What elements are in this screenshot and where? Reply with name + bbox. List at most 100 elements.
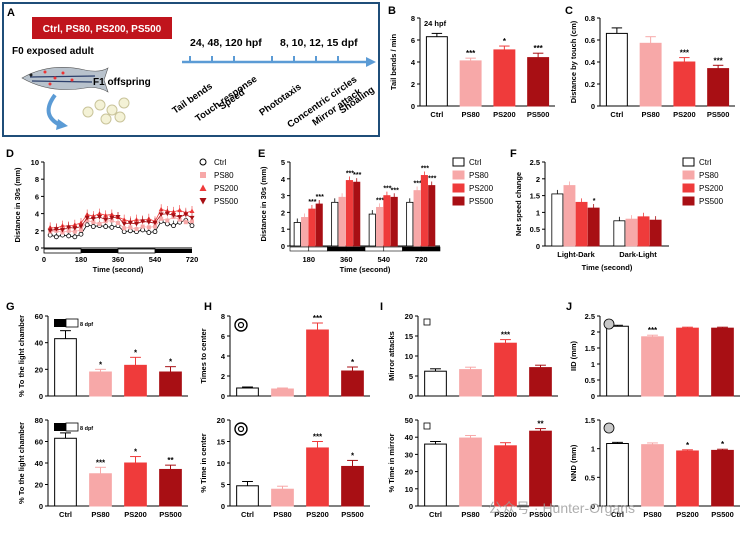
data-point [78, 231, 84, 237]
data-point [134, 227, 139, 232]
panel-label-i: I [380, 301, 383, 313]
significance-label: *** [316, 194, 324, 201]
bar [236, 387, 259, 397]
significance-label: * [351, 358, 355, 367]
significance-label: *** [533, 44, 543, 53]
bar [529, 430, 552, 507]
data-point [72, 226, 78, 231]
bar [331, 201, 339, 247]
chart-title: 24 hpf [424, 19, 447, 28]
bar [641, 336, 664, 397]
x-tick-label: PS200 [306, 510, 329, 519]
y-tick-label: 5 [281, 158, 285, 167]
y-axis-label: NND (mm) [569, 444, 578, 481]
significance-label: *** [680, 49, 690, 58]
y-axis-label: Distance in 30s (mm) [259, 166, 268, 242]
y-tick-label: 60 [35, 312, 43, 321]
panel-label-j: J [566, 301, 572, 313]
panel-label-e: E [258, 148, 265, 160]
x-tick-label: 540 [149, 255, 162, 264]
y-axis-label: Net speed change [514, 172, 523, 236]
panel-label-c: C [565, 5, 573, 17]
data-point [90, 216, 96, 222]
legend-swatch [682, 157, 695, 167]
y-axis-label: Times to center [199, 328, 208, 383]
bar [306, 447, 329, 507]
y-tick-label: 20 [35, 481, 43, 490]
panel-labels: B C D E F G H I J [6, 5, 573, 313]
y-tick-label: 15 [217, 438, 225, 447]
y-axis-label: Distance in 30s (mm) [13, 167, 22, 243]
bar [159, 468, 182, 507]
y-tick-label: 8 [411, 14, 415, 23]
significance-label: *** [96, 458, 106, 467]
y-tick-label: 2 [411, 80, 415, 89]
data-point [164, 221, 170, 227]
hpf-label: 24, 48, 120 hpf [190, 37, 262, 49]
chart-j2: 0 0.5 1 1.5 NND (mm) Ctrl PS80 * PS200 * PS500 [569, 416, 740, 519]
significance-label: * [721, 440, 725, 449]
data-point [53, 227, 59, 232]
data-point [97, 221, 102, 226]
inset-label: 8 dpf [80, 426, 93, 432]
legend-label: PS500 [214, 197, 239, 206]
y-tick-label: 0 [536, 242, 540, 251]
data-point [103, 217, 109, 223]
legend-marker [200, 172, 206, 178]
data-point [103, 224, 109, 229]
x-tick-label: 720 [186, 255, 199, 264]
x-tick-label: PS200 [494, 510, 517, 519]
data-point [127, 221, 133, 226]
legend-marker [199, 198, 207, 205]
offspring-label: F1 offspring [93, 77, 151, 88]
y-tick-label: 0 [221, 392, 225, 401]
y-tick-label: 10 [217, 459, 225, 468]
x-tick-label: PS500 [529, 510, 552, 519]
bar [459, 60, 482, 107]
y-tick-label: 40 [405, 433, 413, 442]
y-tick-label: 40 [35, 459, 43, 468]
mirror-tank-icon [423, 318, 431, 326]
y-tick-label: 0.5 [585, 376, 595, 385]
x-tick-label: PS500 [527, 110, 550, 119]
x-tick-label: 720 [415, 255, 428, 264]
bar [383, 195, 391, 247]
y-tick-label: 20 [405, 468, 413, 477]
bar [459, 369, 482, 397]
light-period [289, 246, 310, 252]
bar [301, 217, 309, 247]
bar [641, 444, 664, 507]
legend-swatch [452, 196, 465, 206]
light-period [117, 248, 156, 254]
chart-f: 0 0.5 1 1.5 2 2.5 Net speed change * Light-Dark D… [514, 157, 724, 272]
y-tick-label: 2.5 [530, 158, 540, 167]
data-point [72, 234, 78, 240]
data-point [90, 224, 96, 229]
significance-label: * [134, 348, 138, 357]
bar [345, 180, 353, 247]
bar [563, 185, 576, 247]
legend-swatch [452, 183, 465, 193]
data-point [146, 225, 151, 230]
y-tick-label: 6 [221, 332, 225, 341]
data-point [183, 212, 189, 217]
series-line-ctrl [50, 220, 193, 238]
dark-chamber-icon [54, 423, 66, 431]
y-tick-label: 0 [591, 502, 595, 511]
y-tick-label: 5 [409, 372, 413, 381]
data-point [171, 213, 176, 218]
data-point [171, 223, 176, 229]
data-point [109, 215, 115, 221]
data-point [190, 219, 194, 224]
legend-label: PS500 [469, 197, 494, 206]
y-axis-label: % Time in center [199, 433, 208, 493]
y-tick-label: 0 [409, 392, 413, 401]
timeline-ticks [189, 56, 339, 62]
y-tick-label: 0 [411, 102, 415, 111]
significance-label: * [503, 37, 507, 46]
data-point [177, 215, 183, 220]
bar [390, 196, 398, 247]
x-tick-label: PS500 [711, 510, 734, 519]
x-tick-label: Ctrl [241, 510, 254, 519]
